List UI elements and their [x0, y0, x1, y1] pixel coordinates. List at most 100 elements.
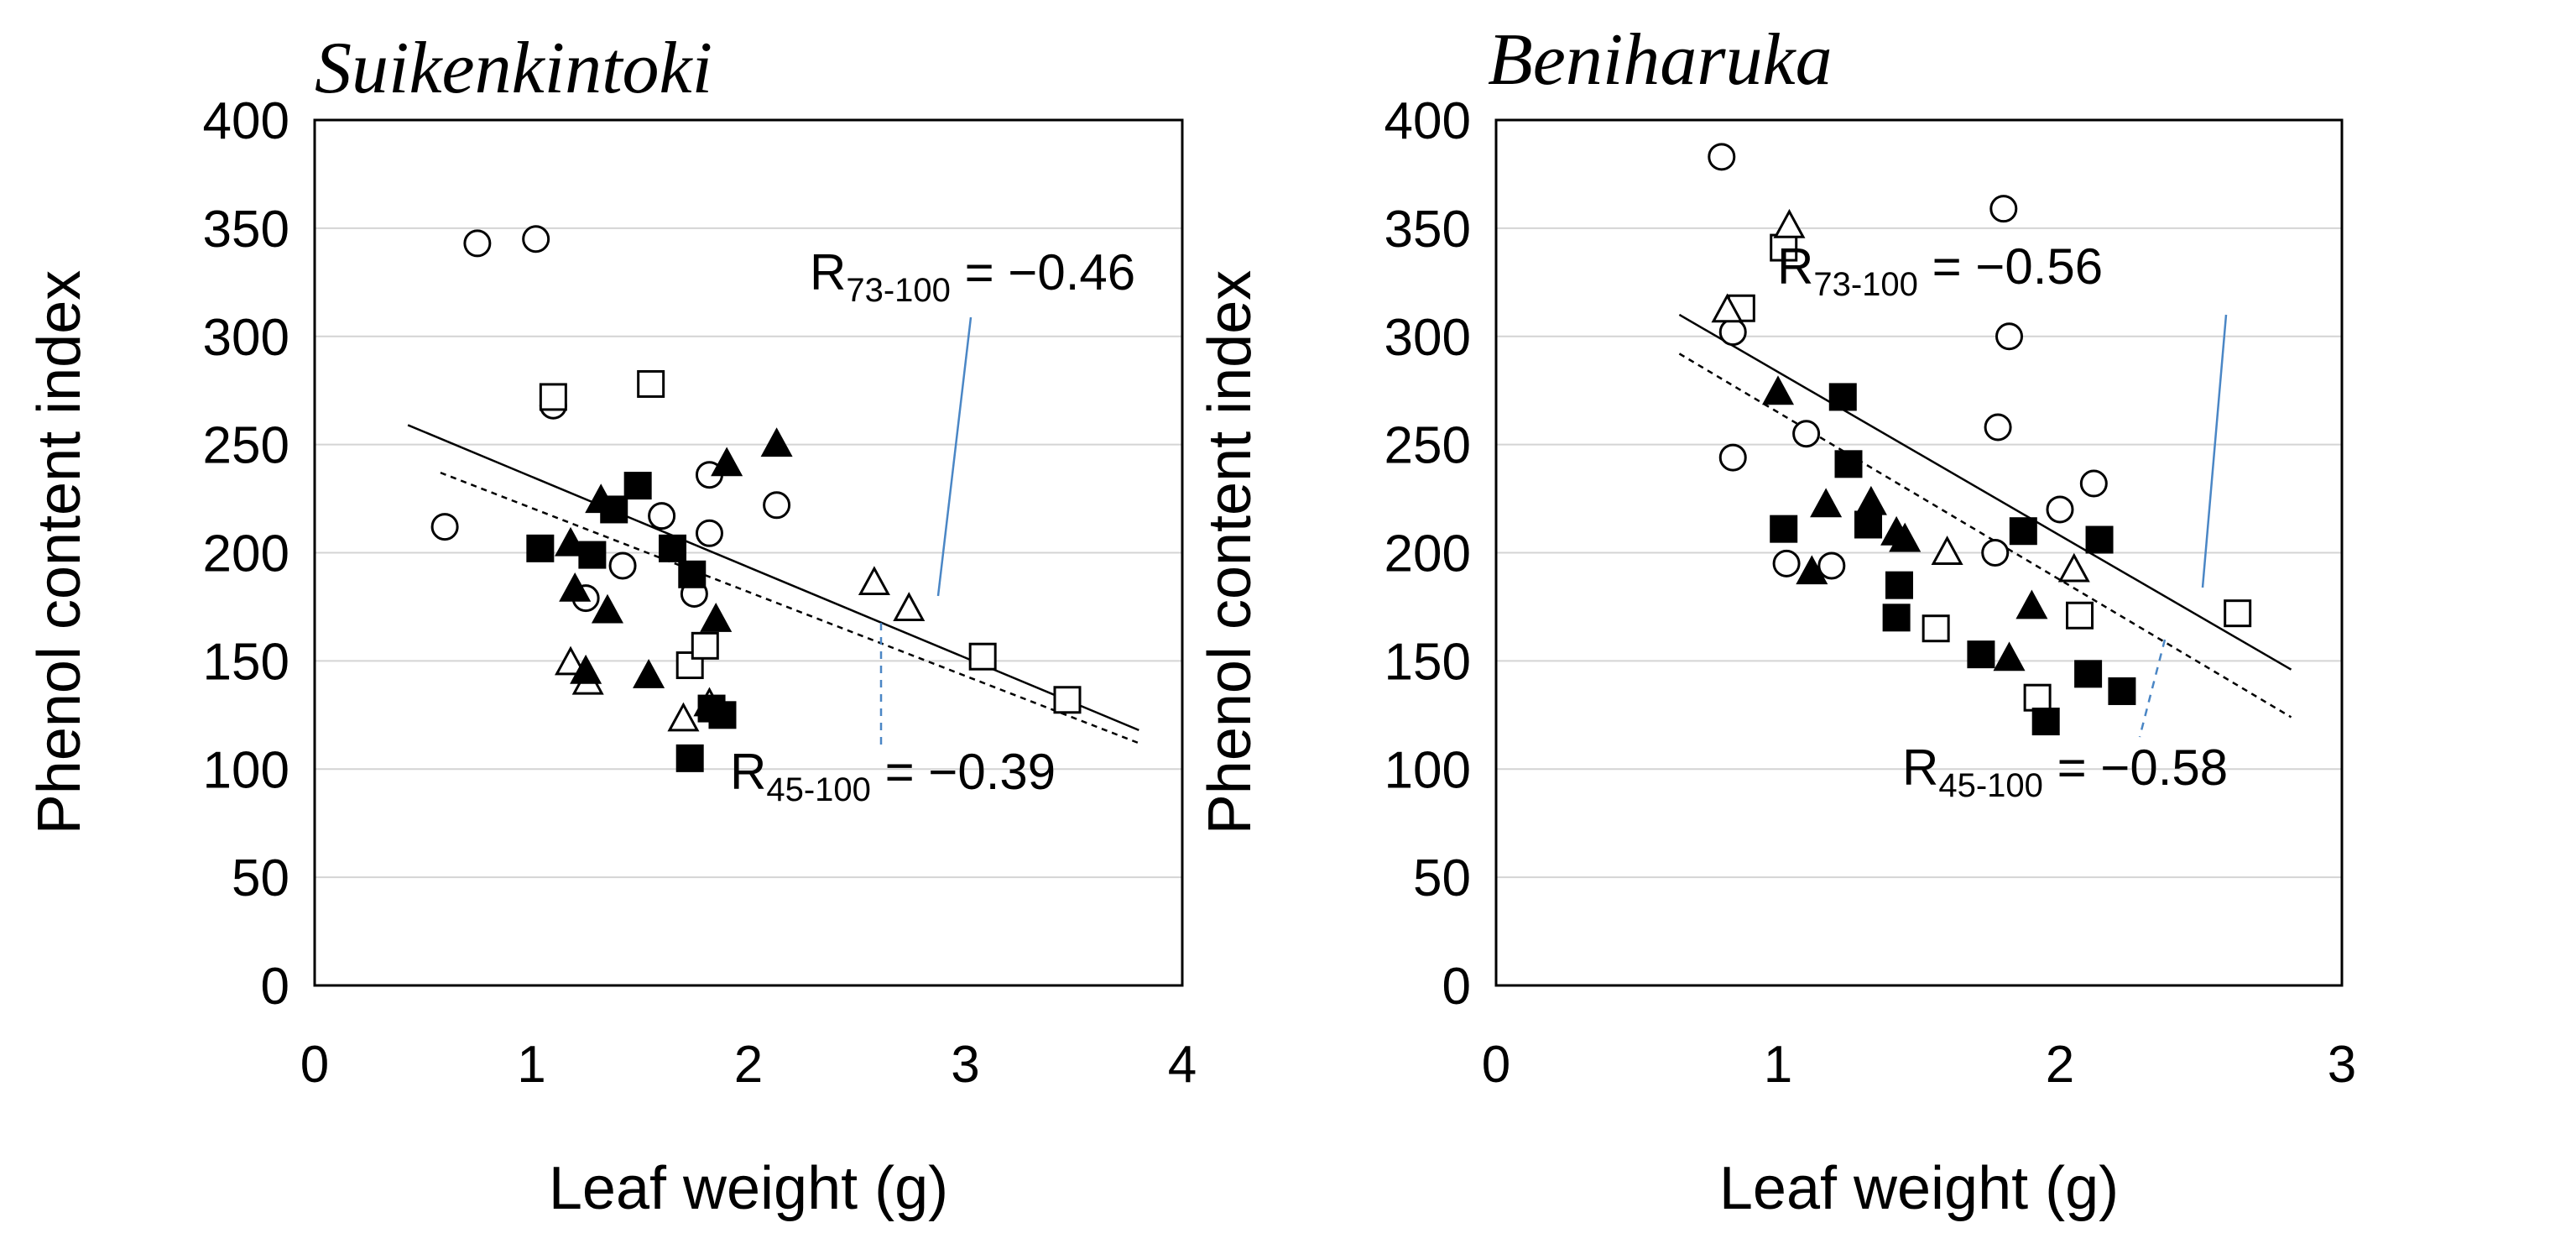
point-open-triangle	[893, 592, 926, 621]
point-open-circle	[763, 491, 791, 520]
point-filled-triangle	[585, 483, 618, 514]
x-tick-label: 1	[1764, 1036, 1792, 1094]
y-axis-label: Phenol content index	[1197, 270, 1264, 835]
point-filled-square	[2108, 677, 2136, 705]
data-points	[1708, 143, 2252, 736]
chart-panel-suikenkintoki: Suikenkintoki 0 50 100 150 200 250 300 350 400 0…	[26, 28, 1197, 1222]
point-open-circle	[2046, 495, 2074, 524]
plot-frame	[313, 118, 1184, 987]
chart-panel-beniharuka: Beniharuka 0 50 100 150 200 250 300 350 400 0 1 2 3…	[1197, 19, 2356, 1222]
point-open-square	[2023, 683, 2052, 712]
point-open-circle	[608, 551, 637, 580]
y-tick-label: 50	[1413, 849, 1471, 907]
y-tick-label: 0	[1442, 958, 1471, 1016]
point-open-triangle	[858, 566, 890, 596]
y-tick-labels: 0 50 100 150 200 250 300 350 400	[203, 92, 289, 1016]
regression-lines	[407, 424, 1139, 745]
y-tick-label: 250	[1384, 417, 1471, 475]
point-filled-triangle	[555, 526, 587, 557]
x-axis-label: Leaf weight (g)	[1719, 1155, 2119, 1222]
point-filled-triangle	[760, 427, 793, 457]
y-tick-label: 300	[1384, 309, 1471, 367]
x-axis-label: Leaf weight (g)	[549, 1155, 948, 1222]
y-tick-label: 400	[1384, 92, 1471, 150]
point-filled-square	[623, 472, 652, 500]
regression-line-solid	[1678, 313, 2292, 671]
x-tick-label: 0	[1482, 1036, 1510, 1094]
x-tick-labels: 0 1 2 3	[1482, 1036, 2356, 1094]
point-filled-triangle	[2015, 589, 2048, 619]
gridlines	[1496, 227, 2342, 879]
point-open-circle	[463, 229, 492, 258]
point-filled-square	[675, 744, 704, 772]
x-tick-label: 3	[2328, 1036, 2356, 1094]
point-open-square	[691, 631, 719, 660]
y-tick-label: 250	[203, 417, 289, 475]
point-open-triangle	[1773, 208, 1806, 238]
y-tick-labels: 0 50 100 150 200 250 300 350 400	[1384, 92, 1471, 1016]
annotation-r45: R45-100 = −0.39	[730, 744, 1056, 808]
annotations: R73-100 = −0.46 R45-100 = −0.39	[730, 244, 1135, 808]
point-filled-triangle	[700, 603, 733, 632]
annotation-r73: R73-100 = −0.56	[1777, 238, 2103, 303]
point-open-circle	[1718, 318, 1747, 347]
chart-title: Beniharuka	[1488, 19, 1833, 101]
point-filled-square	[2009, 517, 2037, 546]
point-filled-triangle	[1889, 522, 1922, 552]
y-tick-label: 150	[1384, 633, 1471, 691]
point-open-square	[1922, 614, 1950, 643]
point-filled-square	[708, 701, 737, 729]
point-open-circle	[522, 225, 550, 253]
point-open-circle	[2079, 469, 2108, 498]
x-tick-label: 0	[300, 1036, 329, 1094]
annotation-leader-solid	[936, 316, 973, 597]
point-filled-square	[1885, 571, 1913, 599]
point-open-triangle	[2057, 552, 2090, 583]
point-filled-square	[1770, 515, 1798, 543]
regression-line-solid	[407, 424, 1139, 732]
regression-line-dashed	[440, 471, 1139, 745]
chart-title: Suikenkintoki	[315, 28, 712, 109]
point-filled-triangle	[711, 447, 743, 477]
annotation-leader-dashed	[2138, 639, 2167, 738]
annotation-r73: R73-100 = −0.46	[810, 244, 1135, 309]
point-filled-triangle	[1761, 375, 1795, 405]
point-filled-square	[1967, 640, 1995, 669]
point-open-circle	[648, 502, 676, 530]
x-tick-label: 3	[951, 1036, 979, 1094]
gridlines	[315, 227, 1182, 879]
point-open-circle	[1995, 322, 2024, 351]
point-open-circle	[430, 513, 459, 541]
y-tick-label: 200	[1384, 525, 1471, 583]
y-tick-label: 350	[203, 201, 289, 259]
y-tick-label: 50	[232, 849, 289, 907]
y-tick-label: 300	[203, 309, 289, 367]
point-filled-square	[2085, 525, 2114, 554]
point-open-circle	[1718, 443, 1747, 472]
x-tick-labels: 0 1 2 3 4	[300, 1036, 1197, 1094]
point-open-square	[675, 651, 704, 680]
point-filled-square	[1828, 383, 1857, 411]
point-open-triangle	[1711, 293, 1744, 323]
annotation-r45: R45-100 = −0.58	[1902, 739, 2228, 804]
point-open-circle	[1817, 551, 1846, 580]
point-filled-square	[1834, 450, 1863, 478]
point-filled-square	[526, 534, 555, 562]
x-tick-label: 4	[1168, 1036, 1197, 1094]
point-open-circle	[1989, 195, 2018, 223]
point-open-circle	[1708, 143, 1736, 171]
point-filled-triangle	[570, 654, 602, 684]
point-open-square	[637, 369, 665, 398]
point-open-circle	[695, 519, 723, 547]
y-tick-label: 100	[1384, 741, 1471, 799]
annotations: R73-100 = −0.56 R45-100 = −0.58	[1777, 238, 2228, 804]
point-filled-triangle	[1796, 555, 1828, 585]
point-open-circle	[1984, 413, 2012, 442]
y-tick-label: 150	[203, 633, 289, 691]
point-open-circle	[1772, 549, 1801, 577]
point-filled-triangle	[1993, 641, 2026, 672]
point-open-triangle	[667, 702, 700, 732]
point-filled-triangle	[1810, 488, 1843, 518]
point-open-square	[968, 642, 997, 671]
